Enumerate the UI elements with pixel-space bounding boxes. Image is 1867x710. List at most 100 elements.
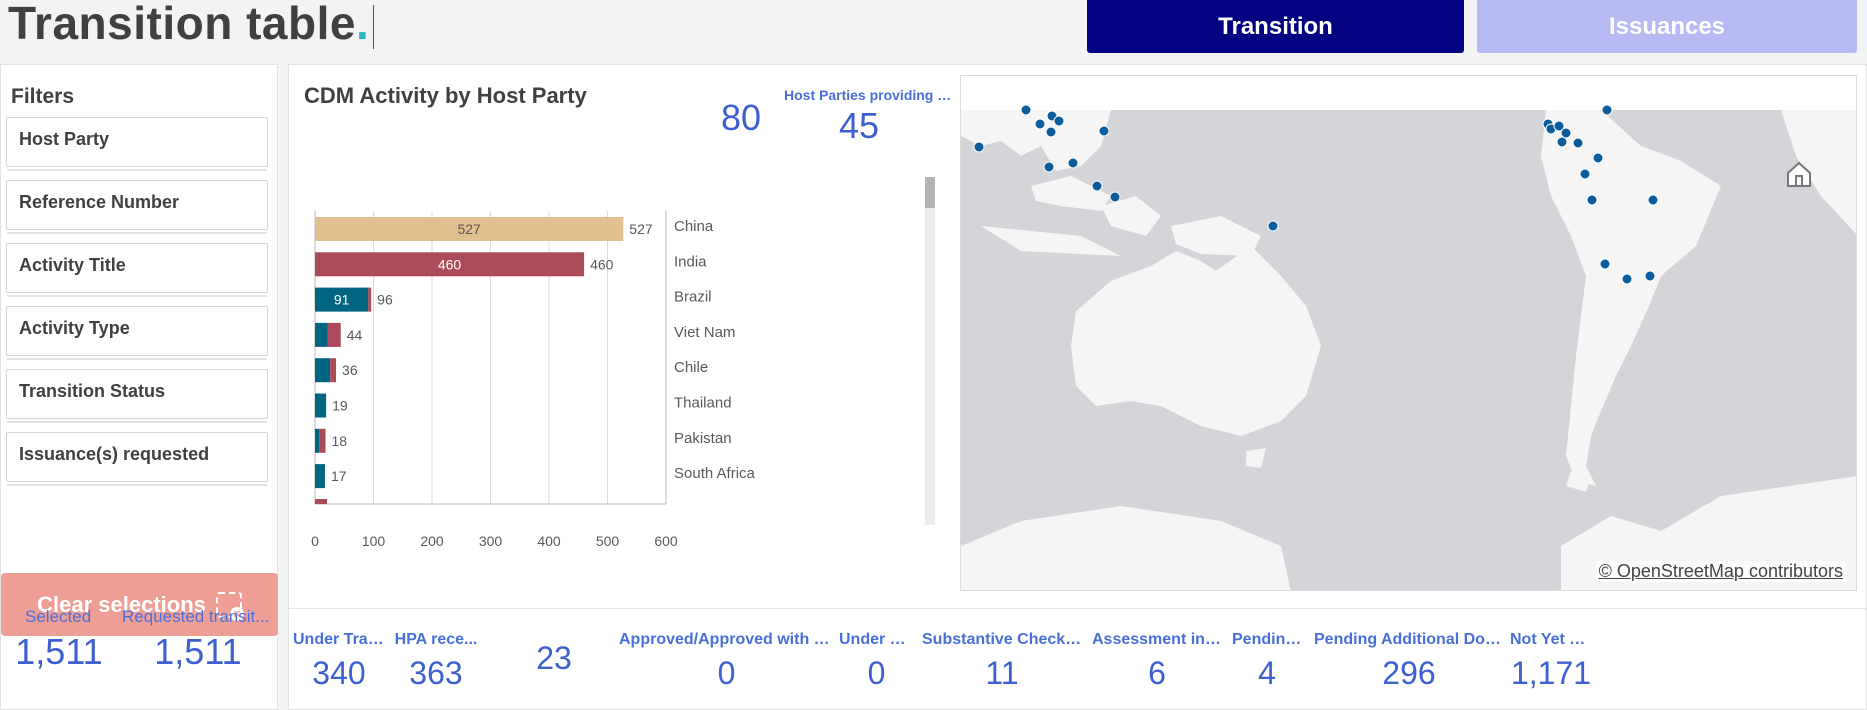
requested-transition-label: Requested transit... [122,607,270,626]
map-point[interactable] [1572,137,1584,149]
land-africa-edge [1781,110,1856,234]
nav-tab-issuances[interactable]: Issuances [1477,0,1857,53]
main-panel: CDM Activity by Host Party 80 Host Parti… [288,64,1867,710]
land-tasmania [1246,448,1266,468]
bar-chart[interactable]: 0 100 200 300 400 500 600 527 527 China 460 460 Indi… [289,175,949,640]
map-point[interactable] [1091,180,1103,192]
selected-value: 1,511 [15,631,103,672]
selected-label: Selected [25,607,92,626]
bar-segment[interactable] [319,428,326,453]
chart-scrollbar[interactable] [925,177,935,525]
page-title-text: Transition table [8,0,356,49]
filters-panel: Filters Host Party Reference Number Acti… [0,64,278,710]
map-point[interactable] [1647,194,1659,206]
status-value: 0 [867,655,886,691]
status-value: 4 [1258,655,1276,691]
category-label: India [674,253,707,270]
bar-total-label: 460 [590,256,614,272]
map-point[interactable] [973,141,985,153]
status-value: 0 [717,655,736,691]
bar-segment[interactable] [315,217,624,241]
map-point[interactable] [1644,270,1656,282]
x-tick-label: 200 [420,533,444,549]
status-value: 296 [1382,655,1436,691]
category-label: Brazil [674,289,712,306]
x-tick-label: 500 [596,533,620,549]
bar-segment[interactable] [315,358,331,383]
map-point[interactable] [1553,120,1565,132]
map-point[interactable] [1067,157,1079,169]
land-new-guinea [1171,216,1261,256]
map-point[interactable] [1053,115,1065,127]
status-label: Under Tran... [293,631,385,648]
land-nz-south [1219,366,1261,421]
filters-title: Filters [11,85,75,108]
land-asia [961,110,1111,171]
clear-selections-label: Clear selections [37,591,206,617]
map-point[interactable] [1043,161,1055,173]
status-label: Assessment in Pr... [1092,631,1222,648]
filter-host-party[interactable]: Host Party [6,117,268,171]
bar-segment[interactable] [368,287,372,312]
title-dot: . [355,0,370,49]
home-icon[interactable] [1784,159,1814,189]
map-point[interactable] [1599,258,1611,270]
category-label: Pakistan [674,430,732,447]
category-label: South Africa [674,465,756,482]
map-point[interactable] [1020,104,1032,116]
bar-total-label: 96 [377,292,393,308]
category-label: Viet Nam [674,324,735,341]
host-parties-providing-label: Host Parties providing a... [784,87,954,103]
bar-segment[interactable] [315,322,328,347]
map-attribution-link[interactable]: © OpenStreetMap contributors [1595,561,1846,582]
map-point[interactable] [1098,125,1110,137]
bar-segment[interactable] [315,428,320,453]
filter-activity-type[interactable]: Activity Type [6,306,268,360]
map-point[interactable] [1592,152,1604,164]
nav-tab-transition[interactable]: Transition [1087,0,1464,53]
land-tierra-del-fuego [1566,471,1591,492]
bar-inside-label: 460 [438,256,462,272]
bar-segment[interactable] [315,393,327,418]
status-value: 11 [985,655,1019,691]
map-point[interactable] [1579,168,1591,180]
map-point[interactable] [1601,104,1613,116]
category-label: China [674,218,714,235]
bar-total-label: 44 [347,327,363,343]
page-title: Transition table. [8,0,375,50]
map-point[interactable] [1586,194,1598,206]
clear-selections-button[interactable]: Clear selections [1,573,278,636]
map-point[interactable] [1045,126,1057,138]
map-point[interactable] [1560,127,1572,139]
land-java [981,226,1121,256]
x-tick-label: 0 [311,533,319,549]
bar-segment[interactable] [315,252,585,277]
bar-segment[interactable] [327,322,341,347]
bar-total-label: 19 [332,398,348,414]
requested-transition-value: 1,511 [154,631,242,672]
map-point[interactable] [1621,273,1633,285]
bar-inside-label: 91 [334,292,350,308]
filter-activity-title[interactable]: Activity Title [6,243,268,297]
bar-segment[interactable] [315,287,369,312]
map-point[interactable] [1109,191,1121,203]
map-point[interactable] [1556,136,1568,148]
bar-segment[interactable] [315,464,325,489]
x-tick-label: 400 [537,533,561,549]
bar-segment[interactable] [330,358,337,383]
status-value: 23 [536,640,572,676]
map-point[interactable] [1034,118,1046,130]
status-label: Under R... [839,631,914,648]
status-value: 340 [312,655,366,691]
filter-transition-status[interactable]: Transition Status [6,369,268,423]
map-point[interactable] [1267,220,1279,232]
map-view[interactable]: © OpenStreetMap contributors [960,75,1857,591]
x-tick-label: 100 [362,533,386,549]
status-value: 363 [409,655,463,691]
filter-reference-number[interactable]: Reference Number [6,180,268,234]
map-canvas[interactable] [961,76,1857,591]
land-nz-north [1251,316,1279,366]
chart-scrollbar-thumb[interactable] [925,177,935,208]
filter-issuances-requested[interactable]: Issuance(s) requested [6,432,268,486]
bar-total-label: 18 [332,433,348,449]
